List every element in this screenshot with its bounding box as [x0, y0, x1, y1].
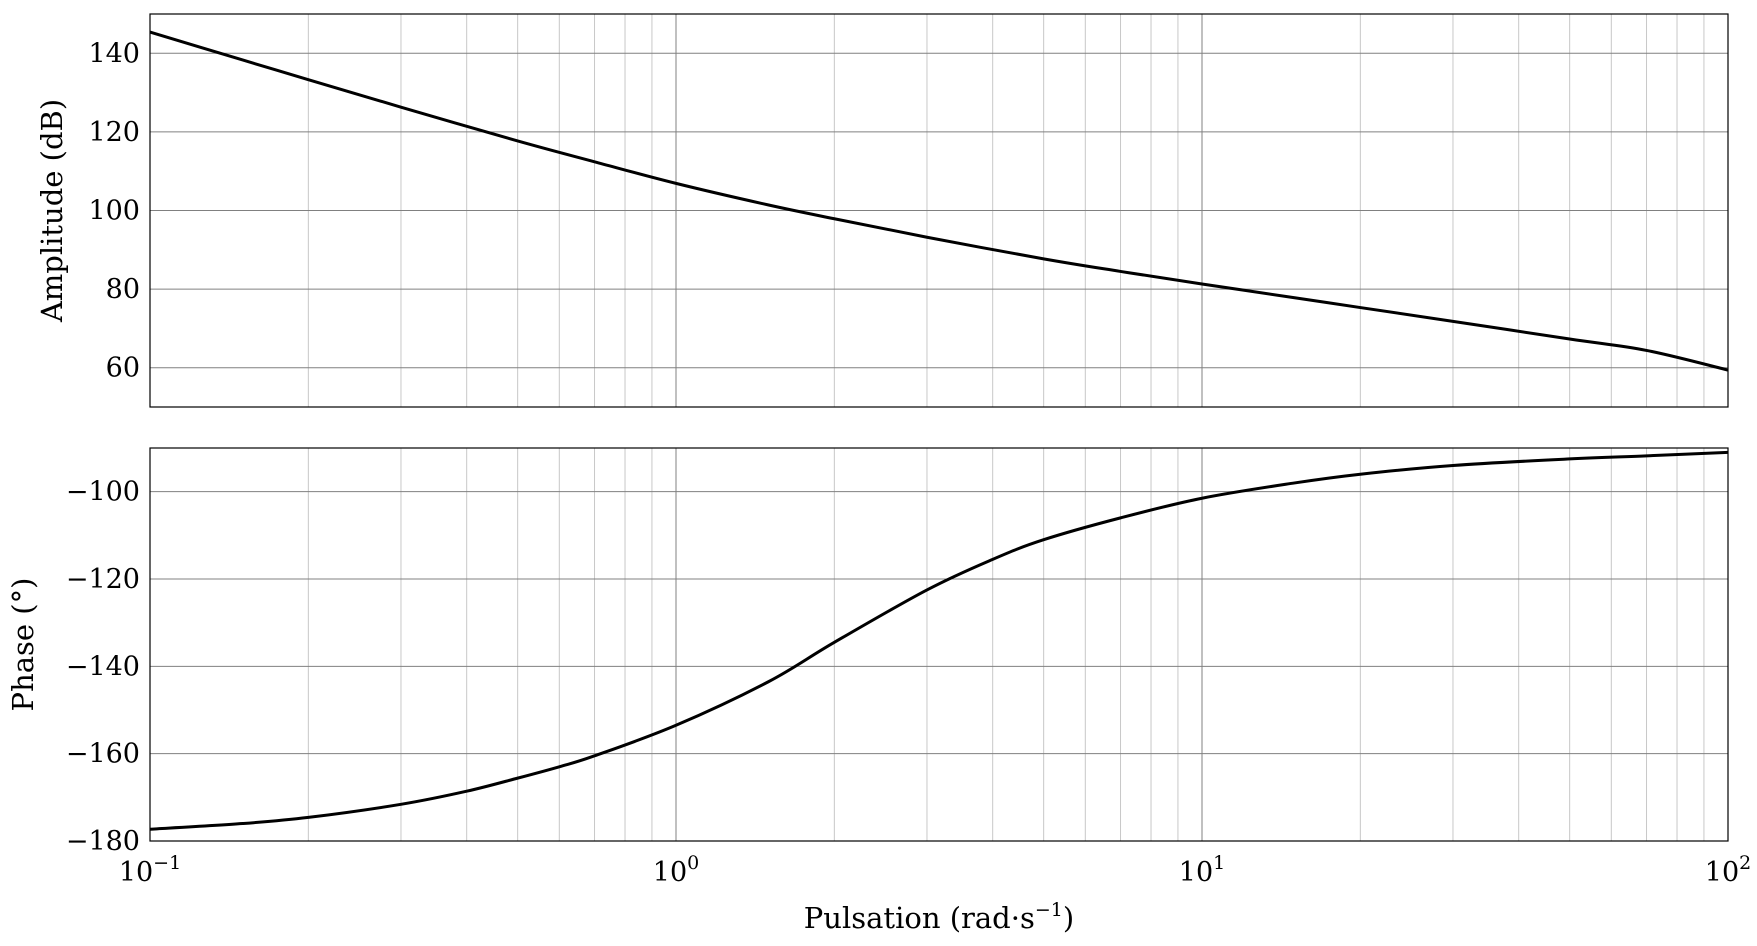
- phase-x-ticks: 10−1 100 101 102: [119, 852, 1751, 888]
- phase-y-tick-label: −120: [66, 564, 140, 595]
- phase-y-tick-label: −160: [66, 739, 140, 770]
- amplitude-y-tick-label: 60: [106, 353, 140, 384]
- amplitude-y-tick-label: 140: [88, 38, 140, 69]
- x-axis-label-exponent: −1: [1035, 899, 1063, 921]
- x-axis-label-tail: ): [1063, 901, 1074, 935]
- amplitude-y-axis-label: Amplitude (dB): [35, 99, 69, 323]
- amplitude-grid: [150, 14, 1728, 407]
- phase-y-tick-label: −180: [66, 826, 140, 857]
- phase-frame: [149, 447, 1729, 842]
- phase-y-tick-label: −140: [66, 651, 140, 682]
- phase-x-tick-label: 102: [1705, 852, 1751, 888]
- phase-grid: [150, 448, 1728, 841]
- phase-panel: −100 −120 −140 −160 −180 10−1 100 101 102 Phase…: [6, 447, 1751, 888]
- phase-curve: [149, 450, 1729, 831]
- amplitude-y-ticks: 60 80 100 120 140: [88, 38, 140, 383]
- amplitude-panel: 60 80 100 120 140 Amplitude (dB): [35, 13, 1729, 408]
- amplitude-y-tick-label: 80: [106, 274, 140, 305]
- phase-y-axis-label: Phase (°): [6, 578, 40, 712]
- x-axis-label: Pulsation (rad·s−1): [804, 899, 1074, 935]
- amplitude-y-tick-label: 120: [88, 117, 140, 148]
- phase-y-ticks: −100 −120 −140 −160 −180: [66, 477, 140, 857]
- phase-y-tick-label: −100: [66, 477, 140, 508]
- amplitude-y-tick-label: 100: [88, 196, 140, 227]
- amplitude-curve: [149, 30, 1729, 372]
- x-axis-label-main: Pulsation (rad·s: [804, 901, 1035, 935]
- phase-x-tick-label: 10−1: [119, 852, 181, 888]
- phase-x-tick-label: 101: [1179, 852, 1225, 888]
- phase-x-tick-label: 100: [653, 852, 699, 888]
- amplitude-frame: [149, 13, 1729, 408]
